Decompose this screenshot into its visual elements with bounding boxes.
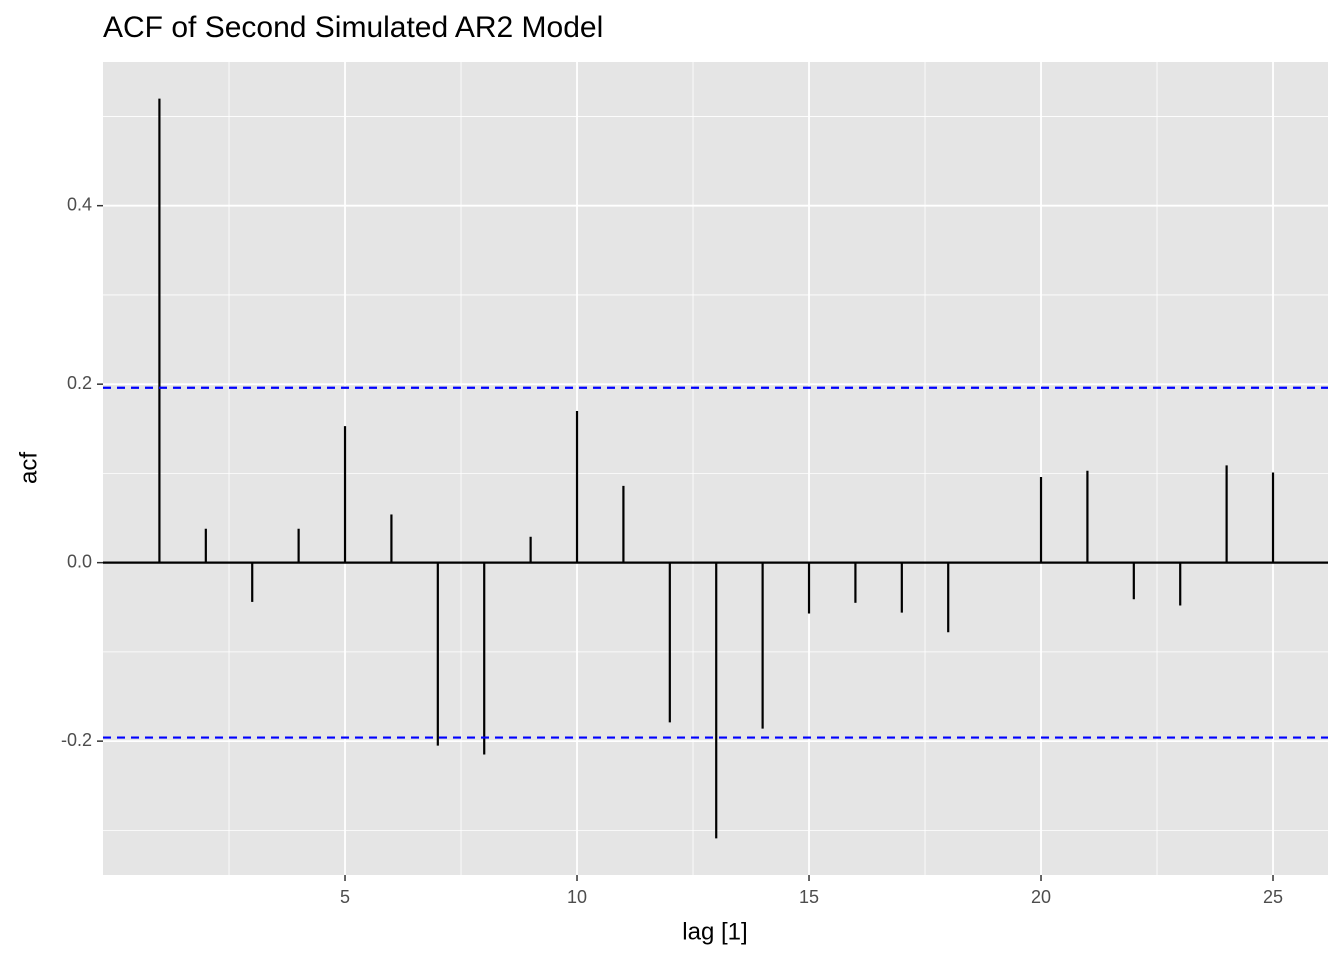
y-axis-label: acf [15,452,42,484]
chart-title: ACF of Second Simulated AR2 Model [103,11,603,44]
x-axis-label: lag [1] [682,918,747,945]
x-tick-label: 10 [567,887,587,907]
x-tick-label: 15 [799,887,819,907]
x-tick-label: 25 [1263,887,1283,907]
x-tick-label: 20 [1031,887,1051,907]
y-tick-label: -0.2 [61,730,92,750]
y-tick-label: 0.0 [67,551,92,571]
y-tick-label: 0.4 [67,194,92,214]
y-tick-label: 0.2 [67,373,92,393]
x-tick-label: 5 [340,887,350,907]
